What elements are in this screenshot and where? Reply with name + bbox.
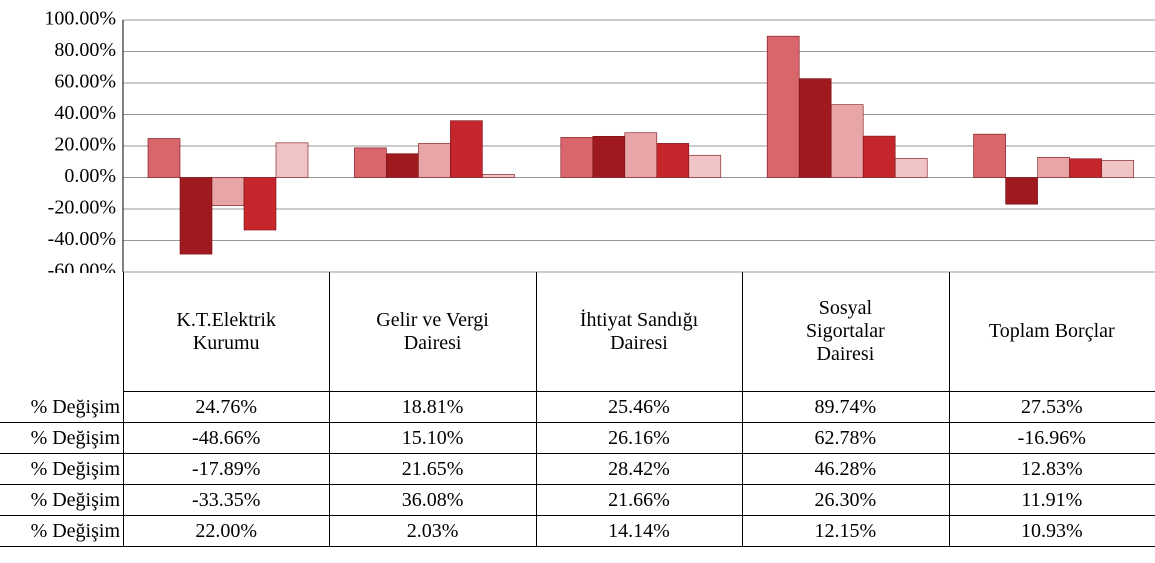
value-label: 14.14% <box>535 516 744 547</box>
y-tick-label: 80.00% <box>54 39 116 61</box>
value-label: 2.03% <box>329 516 537 547</box>
value-label: 28.42% <box>535 454 744 485</box>
value-label: -16.96% <box>948 423 1155 454</box>
series-label: % Değişim <box>0 485 124 516</box>
bar <box>386 153 419 178</box>
bar <box>688 154 722 178</box>
value-label: 12.83% <box>948 454 1155 485</box>
value-label: 15.10% <box>329 423 537 454</box>
category-label: Gelir ve Vergi Dairesi <box>329 272 537 392</box>
y-tick-label: -40.00% <box>48 228 116 250</box>
bar <box>862 135 896 178</box>
value-label: 26.30% <box>742 485 950 516</box>
value-label: 25.46% <box>535 392 744 423</box>
bar <box>798 78 832 178</box>
bar <box>450 120 483 178</box>
bar <box>973 133 1006 178</box>
y-tick-label: 0.00% <box>64 165 116 187</box>
chart: 100.00% 80.00% 60.00% 40.00% 20.00% 0.00% -20.… <box>44 8 1155 273</box>
series-label: % Değişim <box>0 392 124 423</box>
category-label: İhtiyat Sandığı Dairesi <box>535 272 744 392</box>
bar <box>894 158 928 178</box>
series-label: % Değişim <box>0 516 124 547</box>
y-tick-label: -20.00% <box>48 197 116 219</box>
bar <box>766 35 800 178</box>
bar <box>1005 177 1038 205</box>
value-label: 10.93% <box>948 516 1155 547</box>
y-tick-label: -60.00% <box>48 260 116 273</box>
bar <box>147 138 181 178</box>
corner <box>0 272 124 392</box>
value-label: 18.81% <box>329 392 537 423</box>
y-tick-label: 40.00% <box>54 102 116 124</box>
value-label: 22.00% <box>123 516 331 547</box>
value-label: 27.53% <box>948 392 1155 423</box>
bar <box>243 177 277 231</box>
bar <box>1069 158 1102 178</box>
value-label: 12.15% <box>742 516 950 547</box>
category-label: K.T.Elektrik Kurumu <box>123 272 331 392</box>
bar <box>275 142 309 178</box>
y-tick-label: 100.00% <box>44 8 116 30</box>
value-label: 11.91% <box>948 485 1155 516</box>
bar <box>830 104 864 178</box>
value-label: 21.65% <box>329 454 537 485</box>
value-label: 36.08% <box>329 485 537 516</box>
category-label: Sosyal Sigortalar Dairesi <box>742 272 950 392</box>
value-label: 89.74% <box>742 392 950 423</box>
bar <box>1101 159 1134 178</box>
value-label: 24.76% <box>123 392 331 423</box>
value-label: -33.35% <box>123 485 331 516</box>
value-label: 46.28% <box>742 454 950 485</box>
series-label: % Değişim <box>0 423 124 454</box>
y-tick-label: 20.00% <box>54 134 116 156</box>
y-tick-label: 60.00% <box>54 71 116 93</box>
value-label: 21.66% <box>535 485 744 516</box>
category-label: Toplam Borçlar <box>948 272 1155 392</box>
value-label: 26.16% <box>535 423 744 454</box>
bar <box>1037 156 1070 178</box>
bar <box>656 143 690 178</box>
series-label: % Değişim <box>0 454 124 485</box>
bar <box>624 132 658 178</box>
value-label: -17.89% <box>123 454 331 485</box>
bar <box>179 177 213 255</box>
bar <box>418 143 451 178</box>
value-label: -48.66% <box>123 423 331 454</box>
bar <box>482 174 515 178</box>
value-label: 62.78% <box>742 423 950 454</box>
bar <box>354 147 387 178</box>
bar <box>560 137 594 178</box>
bar <box>592 135 626 178</box>
bar <box>211 177 245 206</box>
